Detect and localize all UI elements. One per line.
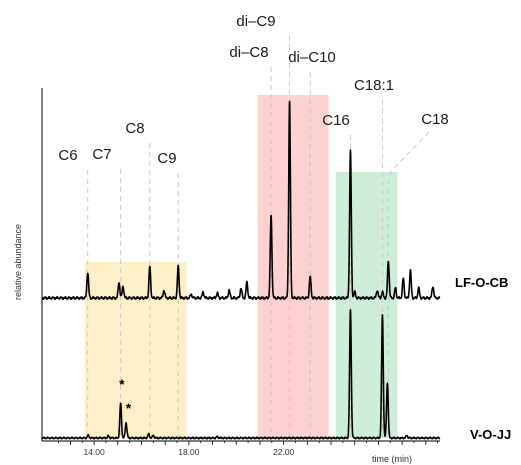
axes — [41, 88, 440, 442]
peak-label-c16: C16 — [322, 112, 350, 129]
x-ticks: 14.00 18.00 22.00 — [58, 441, 439, 457]
peak-label-c9: C9 — [157, 150, 176, 167]
x-axis-label: time (min) — [372, 454, 412, 464]
peak-label-c18-1: C18:1 — [354, 77, 394, 94]
peak-label-di-c10: di–C10 — [288, 49, 336, 66]
peak-label-c7: C7 — [92, 146, 111, 163]
region-diacids — [257, 95, 329, 438]
trace-lf-o-cb — [41, 100, 441, 301]
peak-labels: C6 C7 C8 C9 di–C8 di–C9 di–C10 C16 C18:1 C18 — [58, 13, 448, 167]
peak-label-c6: C6 — [58, 147, 77, 164]
highlight-regions — [84, 95, 398, 438]
x-tick-label-22-00: 22.00 — [273, 447, 295, 457]
y-axis-label: relative abundance — [13, 224, 23, 300]
peak-label-di-c9: di–C9 — [236, 13, 275, 30]
region-short-chain — [84, 262, 187, 438]
trace-name-lf-o-cb: LF-O-CB — [455, 275, 508, 290]
peak-label-c18: C18 — [421, 111, 449, 128]
peak-label-c8: C8 — [125, 120, 144, 137]
traces — [41, 100, 441, 440]
trace-name-v-o-jj: V-O-JJ — [470, 427, 511, 442]
peak-guide-lines — [87, 36, 430, 438]
x-tick-label-18-00: 18.00 — [178, 447, 200, 457]
guide-c18 — [387, 131, 430, 438]
trace-v-o-jj — [41, 309, 441, 440]
peak-annotation-star: * — [119, 376, 125, 392]
peak-annotation-star: * — [126, 400, 132, 416]
x-tick-label-14-00: 14.00 — [83, 447, 105, 457]
peak-annotations: ** — [119, 376, 132, 416]
peak-label-di-c8: di–C8 — [229, 44, 268, 61]
trace-names: LF-O-CB V-O-JJ — [455, 275, 511, 442]
